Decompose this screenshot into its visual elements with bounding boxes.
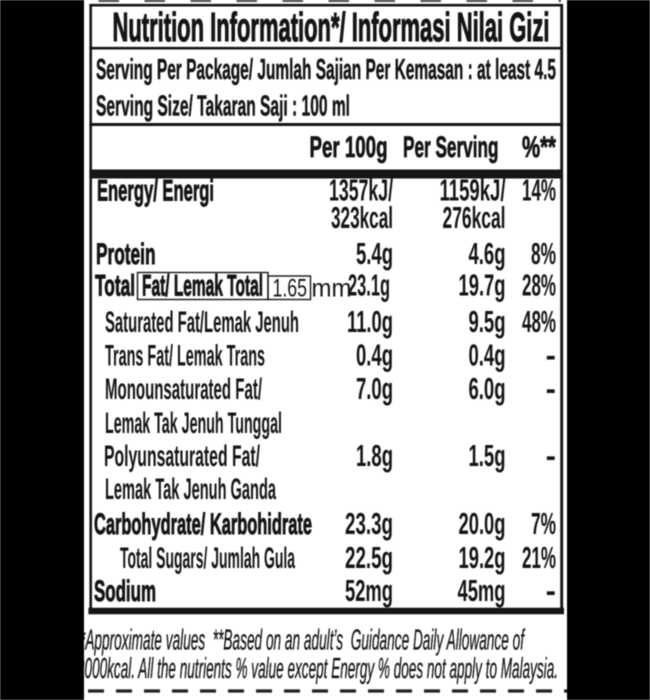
- svg-text:Sodium: Sodium: [94, 575, 156, 608]
- svg-text:11.0g: 11.0g: [347, 304, 393, 339]
- svg-text:52mg: 52mg: [345, 573, 393, 608]
- svg-text:Lemak Tak Jenuh Ganda: Lemak Tak Jenuh Ganda: [105, 473, 276, 506]
- svg-text:9.5g: 9.5g: [469, 304, 506, 339]
- svg-text:1357kJ/: 1357kJ/: [329, 173, 393, 208]
- svg-text:21%: 21%: [522, 540, 556, 575]
- svg-text:20.0g: 20.0g: [459, 506, 506, 541]
- svg-text:19.7g: 19.7g: [459, 268, 506, 303]
- svg-text:mm: mm: [312, 275, 352, 303]
- svg-text:276kcal: 276kcal: [443, 200, 506, 235]
- svg-text:Lemak Tak Jenuh Tunggal: Lemak Tak Jenuh Tunggal: [105, 407, 282, 440]
- svg-text:6.0g: 6.0g: [469, 371, 506, 406]
- svg-text:Total: Total: [95, 270, 135, 303]
- svg-text:14%: 14%: [522, 173, 556, 208]
- svg-text:1.65: 1.65: [273, 275, 308, 303]
- svg-text:Energy/ Energi: Energy/ Energi: [97, 175, 214, 208]
- svg-text:-: -: [546, 371, 556, 406]
- svg-text:*Approximate values **Based o: *Approximate values **Based on an adult’…: [80, 625, 525, 657]
- svg-text:0.4g: 0.4g: [469, 338, 506, 373]
- svg-text:%**: %**: [522, 131, 556, 164]
- svg-text:Per 100g: Per 100g: [310, 131, 388, 164]
- svg-text:1.8g: 1.8g: [356, 438, 393, 473]
- svg-text:19.2g: 19.2g: [459, 540, 506, 575]
- svg-text:Trans Fat/ Lemak Trans: Trans Fat/ Lemak Trans: [105, 340, 265, 373]
- svg-text:5.4g: 5.4g: [356, 236, 393, 271]
- svg-text:4.6g: 4.6g: [469, 236, 506, 271]
- svg-text:7%: 7%: [531, 506, 556, 541]
- svg-text:2000kcal. All the nutrients %: 2000kcal. All the nutrients % value exce…: [77, 653, 558, 685]
- svg-text:-: -: [546, 573, 556, 608]
- svg-text:48%: 48%: [522, 304, 556, 339]
- svg-text:Polyunsaturated Fat/: Polyunsaturated Fat/: [104, 440, 260, 473]
- svg-text:Nutrition Information*/ Inform: Nutrition Information*/ Informasi Nilai …: [113, 4, 550, 50]
- svg-text:7.0g: 7.0g: [356, 371, 393, 406]
- svg-text:1159kJ/: 1159kJ/: [440, 173, 506, 208]
- svg-text:45mg: 45mg: [458, 573, 506, 608]
- svg-text:23.3g: 23.3g: [345, 506, 393, 541]
- svg-text:-: -: [546, 438, 556, 473]
- svg-text:1.5g: 1.5g: [469, 438, 506, 473]
- svg-text:8%: 8%: [531, 236, 556, 271]
- svg-text:Per Serving: Per Serving: [403, 131, 499, 164]
- svg-text:0.4g: 0.4g: [356, 338, 393, 373]
- svg-text:-: -: [546, 338, 556, 373]
- svg-text:Saturated Fat/Lemak Jenuh: Saturated Fat/Lemak Jenuh: [105, 306, 299, 339]
- svg-text:22.5g: 22.5g: [345, 540, 393, 575]
- svg-text:Total Sugars/ Jumlah Gula: Total Sugars/ Jumlah Gula: [120, 542, 295, 575]
- svg-text:323kcal: 323kcal: [331, 200, 393, 235]
- svg-text:28%: 28%: [522, 268, 556, 303]
- svg-text:Serving Per Package/ Jumlah Sa: Serving Per Package/ Jumlah Sajian Per K…: [96, 54, 556, 86]
- svg-text:Monounsaturated Fat/: Monounsaturated Fat/: [105, 373, 262, 406]
- svg-text:Fat/ Lemak Total: Fat/ Lemak Total: [142, 270, 263, 303]
- svg-text:Serving Size/ Takaran Saji : 1: Serving Size/ Takaran Saji : 100 ml: [96, 91, 350, 123]
- svg-text:Protein: Protein: [96, 238, 156, 271]
- svg-text:Carbohydrate/ Karbohidrate: Carbohydrate/ Karbohidrate: [94, 508, 312, 541]
- svg-text:23.1g: 23.1g: [348, 268, 390, 303]
